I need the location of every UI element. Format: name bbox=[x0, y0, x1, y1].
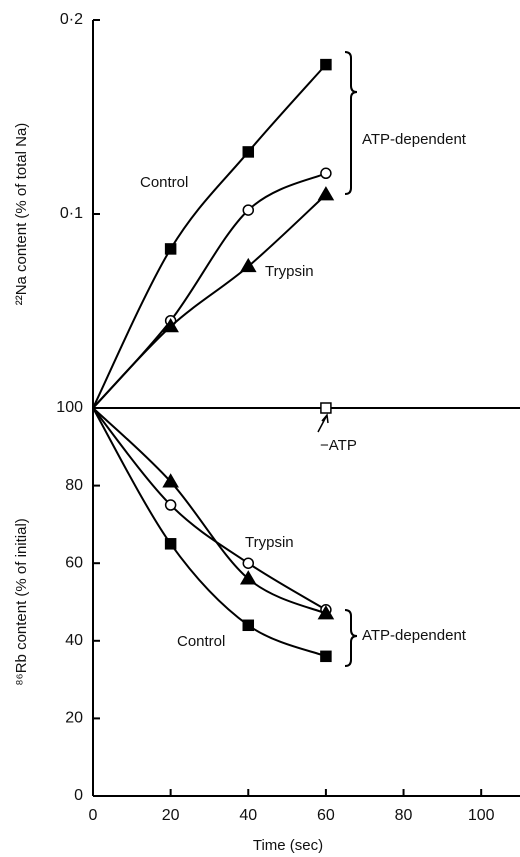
y-tick-label: 0·2 bbox=[60, 11, 83, 28]
y-axis-label: ⁸⁶Rb content (% of initial) bbox=[13, 518, 30, 686]
y-tick-label: 60 bbox=[65, 554, 83, 571]
marker bbox=[242, 557, 255, 569]
x-tick-label: 80 bbox=[395, 807, 413, 824]
annotation: ATP-dependent bbox=[362, 627, 467, 644]
marker bbox=[320, 167, 332, 180]
curve bbox=[92, 407, 327, 658]
marker bbox=[320, 402, 332, 414]
x-axis-label: Time (sec) bbox=[253, 837, 323, 854]
series-label: Control bbox=[177, 633, 225, 650]
curve bbox=[92, 407, 327, 611]
marker bbox=[239, 570, 257, 585]
curve bbox=[92, 193, 327, 409]
marker bbox=[317, 605, 335, 620]
brace bbox=[344, 51, 358, 195]
marker bbox=[242, 619, 255, 632]
marker bbox=[242, 204, 255, 216]
curve bbox=[92, 407, 327, 615]
series-label: Trypsin bbox=[245, 534, 294, 551]
x-tick-label: 20 bbox=[162, 807, 180, 824]
marker bbox=[239, 257, 257, 273]
marker bbox=[320, 58, 332, 71]
y-tick-label: 20 bbox=[65, 710, 83, 727]
y-tick-label: 0 bbox=[74, 787, 83, 804]
brace bbox=[344, 609, 358, 667]
marker bbox=[164, 243, 177, 255]
curve bbox=[92, 172, 327, 409]
annotation: ATP-dependent bbox=[362, 131, 467, 148]
x-tick-label: 60 bbox=[317, 807, 335, 824]
y-tick-label: 0·1 bbox=[60, 205, 83, 222]
marker bbox=[317, 186, 335, 201]
marker bbox=[164, 538, 177, 550]
series-label: Control bbox=[140, 174, 188, 191]
arrow bbox=[317, 413, 329, 433]
x-tick-label: 0 bbox=[89, 807, 98, 824]
marker bbox=[162, 473, 179, 488]
curve bbox=[92, 63, 327, 409]
y-tick-label: 100 bbox=[56, 399, 83, 416]
marker bbox=[320, 650, 332, 663]
marker bbox=[162, 318, 179, 333]
x-tick-label: 100 bbox=[468, 807, 495, 824]
y-tick-label: 80 bbox=[65, 477, 83, 494]
y-tick-label: 40 bbox=[65, 632, 83, 649]
series-label: Trypsin bbox=[265, 263, 314, 280]
marker bbox=[164, 499, 177, 511]
x-tick-label: 40 bbox=[239, 807, 257, 824]
marker bbox=[242, 146, 255, 158]
series-label: −ATP bbox=[320, 437, 357, 454]
y-axis-label: ²²Na content (% of total Na) bbox=[13, 123, 30, 306]
